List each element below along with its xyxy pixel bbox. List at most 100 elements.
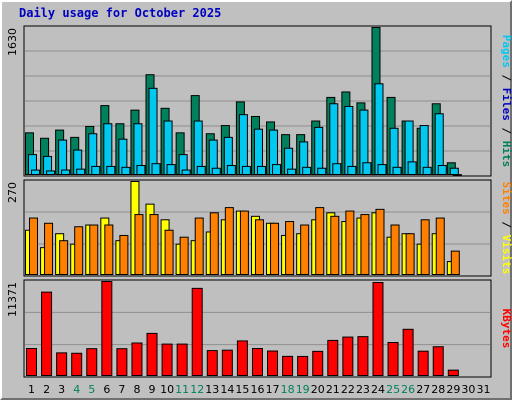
kbytes-bar <box>312 350 324 376</box>
sites-bar <box>104 224 114 276</box>
day-label: 1 <box>28 383 35 396</box>
sites-bar <box>179 236 189 275</box>
sites-bar <box>345 210 355 275</box>
hits-files-pages-max-label: 1630 <box>6 28 19 56</box>
kbytes-bar <box>56 352 68 376</box>
day-label: 12 <box>190 383 204 396</box>
sites-bar <box>270 222 280 275</box>
hits-files-pages-legend-part: Hits <box>500 141 512 168</box>
chart-title: Daily usage for October 2025 <box>19 6 222 20</box>
day-label: 11 <box>175 383 189 396</box>
kbytes-bar <box>327 339 339 376</box>
kbytes-bar <box>417 350 429 377</box>
pages-bar <box>106 165 116 175</box>
pages-bar <box>196 165 206 175</box>
pages-bar <box>136 165 146 175</box>
sites-bar <box>119 234 129 276</box>
day-label: 7 <box>118 383 125 396</box>
sites-bar <box>59 240 69 275</box>
pages-bar <box>332 163 342 176</box>
sites-bar <box>254 219 264 275</box>
pages-bar <box>226 165 236 175</box>
hits-files-pages-legend: Pages / Files / Hits <box>500 35 512 168</box>
kbytes-bar <box>282 355 294 376</box>
day-label: 30 <box>461 383 475 396</box>
kbytes-bar <box>146 332 158 376</box>
kbytes-bar <box>402 328 414 377</box>
day-label: 31 <box>476 383 490 396</box>
hits-files-pages-legend-part: / <box>500 68 512 88</box>
kbytes-legend-part: KBytes <box>500 309 512 349</box>
sites-bar <box>315 207 325 275</box>
sites-bar <box>405 233 415 276</box>
kbytes-bar <box>342 336 354 376</box>
sites-bar <box>375 208 385 275</box>
sites-bar <box>360 214 370 276</box>
kbytes-bar <box>267 350 279 377</box>
sites-bar <box>239 210 249 275</box>
sites-bar <box>390 224 400 276</box>
kbytes-bar <box>236 340 248 376</box>
kbytes-bar <box>161 343 173 376</box>
day-label: 18 <box>281 383 295 396</box>
sites-bar <box>450 250 460 275</box>
pages-bar <box>151 163 161 176</box>
day-label: 22 <box>341 383 355 396</box>
visits-sites-legend-part: Sites <box>500 182 512 215</box>
hits-files-pages-legend-part: Files <box>500 88 512 121</box>
pages-bar <box>76 168 86 175</box>
day-label: 20 <box>311 383 325 396</box>
sites-bar <box>149 214 159 276</box>
sites-bar <box>164 229 174 275</box>
kbytes-bar <box>387 341 399 376</box>
visits-sites-legend: Sites / Visits <box>500 182 512 275</box>
day-label: 19 <box>296 383 310 396</box>
kbytes-bar <box>432 346 444 376</box>
files-bar <box>58 139 68 175</box>
pages-bar <box>377 164 387 175</box>
pages-bar <box>121 166 131 175</box>
day-label: 8 <box>133 383 140 396</box>
visits-sites-legend-part: / <box>500 215 512 235</box>
day-label: 28 <box>431 383 445 396</box>
pages-bar <box>211 167 221 175</box>
kbytes-bar <box>41 291 53 376</box>
day-label: 6 <box>103 383 110 396</box>
pages-bar <box>347 165 357 175</box>
pages-bar <box>91 165 101 175</box>
files-bar <box>374 83 384 175</box>
pages-bar <box>241 165 251 175</box>
kbytes-bar <box>191 287 203 376</box>
pages-bar <box>302 166 312 175</box>
files-bar <box>344 105 354 175</box>
sites-bar <box>209 212 219 275</box>
pages-bar <box>437 165 447 175</box>
pages-bar <box>407 161 417 176</box>
kbytes-bar <box>26 348 37 377</box>
pages-bar <box>256 165 266 175</box>
hits-files-pages-legend-part: / <box>500 121 512 141</box>
day-label: 15 <box>235 383 249 396</box>
pages-bar <box>422 166 432 175</box>
sites-bar <box>89 224 99 276</box>
kbytes-max-label: 11371 <box>6 282 19 317</box>
sites-bar <box>435 217 445 275</box>
day-label: 27 <box>416 383 430 396</box>
kbytes-bar <box>251 348 263 377</box>
pages-bar <box>317 167 327 175</box>
pages-bar <box>181 169 191 176</box>
pages-bar <box>31 169 40 176</box>
kbytes-bar <box>116 348 128 377</box>
files-bar <box>314 126 324 176</box>
kbytes-bar <box>206 350 218 376</box>
day-label: 3 <box>58 383 65 396</box>
sites-bar <box>74 226 84 276</box>
day-label: 23 <box>356 383 370 396</box>
day-label: 24 <box>371 383 385 396</box>
pages-bar <box>272 164 282 175</box>
day-label: 29 <box>446 383 460 396</box>
hits-files-pages-legend-part: Pages <box>500 35 512 68</box>
pages-bar <box>392 166 402 175</box>
visits-sites-max-label: 270 <box>6 182 19 203</box>
